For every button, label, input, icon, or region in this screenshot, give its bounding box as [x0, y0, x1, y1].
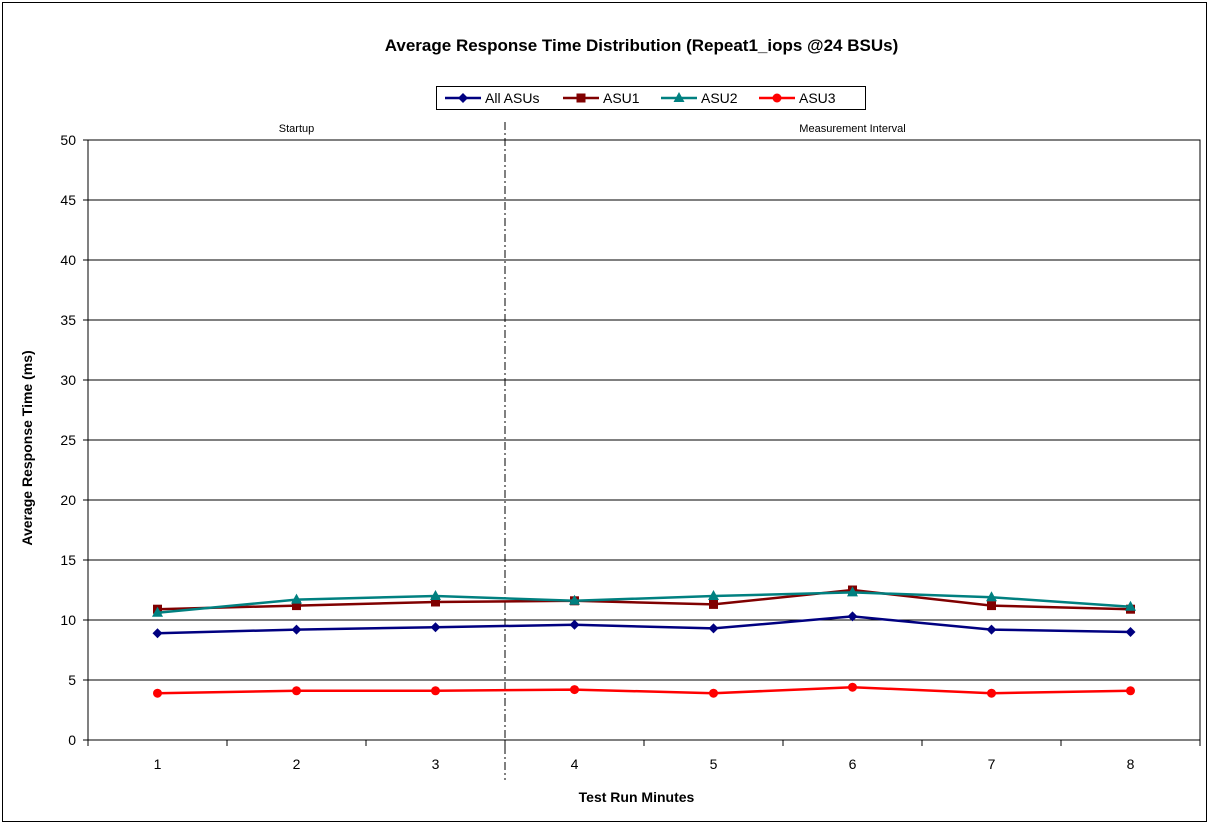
x-tick-label: 5: [710, 756, 718, 772]
legend-label-asu3: ASU3: [799, 90, 836, 106]
startup-label: Startup: [279, 123, 314, 135]
y-tick-label: 35: [60, 312, 76, 328]
x-tick-label: 8: [1127, 756, 1135, 772]
y-tick-label: 45: [60, 192, 76, 208]
data-point-asu2: [986, 591, 997, 602]
data-point-asu1: [709, 599, 718, 609]
series-line-asu1: [157, 588, 1131, 611]
data-point-all-asus: [569, 619, 580, 630]
y-tick-label: 30: [60, 372, 76, 388]
data-point-asu3: [292, 686, 301, 696]
data-point-asu3: [570, 685, 579, 695]
data-point-all-asus: [430, 622, 441, 633]
y-tick-label: 50: [60, 132, 76, 148]
data-point-asu1: [431, 597, 440, 607]
data-point-all-asus: [1125, 627, 1136, 637]
x-tick-label: 2: [293, 756, 301, 772]
series-line-all-asus: [157, 615, 1131, 635]
legend-swatch-all-asus: [445, 93, 481, 103]
series-line-asu2: [157, 591, 1131, 615]
data-point-asu2: [291, 593, 302, 604]
data-point-all-asus: [986, 624, 997, 635]
y-tick-label: 25: [60, 432, 76, 448]
data-point-asu3: [1126, 686, 1135, 696]
legend-swatch-asu3: [759, 93, 795, 103]
x-tick-label: 1: [154, 756, 162, 772]
legend-swatch-asu1: [563, 93, 599, 103]
x-tick-label: 3: [432, 756, 440, 772]
x-tick-label: 6: [849, 756, 857, 772]
data-point-asu3: [431, 686, 440, 696]
y-tick-label: 15: [60, 552, 76, 568]
data-point-asu3: [987, 688, 996, 698]
data-point-all-asus: [847, 611, 858, 622]
chart-title: Average Response Time Distribution (Repe…: [384, 36, 899, 55]
data-point-asu2: [847, 586, 858, 597]
legend-label-asu1: ASU1: [603, 90, 640, 106]
y-axis-label: Average Response Time (ms): [19, 350, 35, 546]
y-tick-label: 5: [68, 672, 76, 688]
legend-label-all-asus: All ASUs: [485, 90, 540, 106]
legend-label-asu2: ASU2: [701, 90, 738, 106]
data-point-asu2: [430, 590, 441, 600]
data-point-asu1: [987, 601, 996, 611]
data-point-asu2: [569, 594, 580, 605]
x-axis-label: Test Run Minutes: [578, 789, 695, 805]
y-tick-label: 40: [60, 252, 76, 268]
data-point-all-asus: [291, 624, 302, 635]
x-tick-label: 7: [988, 756, 996, 772]
data-point-asu2: [708, 590, 719, 600]
y-tick-label: 0: [68, 732, 76, 748]
data-point-asu3: [153, 688, 162, 698]
data-point-asu1: [292, 601, 301, 611]
legend-swatch-asu2: [661, 92, 697, 102]
measurement-interval-label: Measurement Interval: [799, 123, 905, 135]
data-point-asu3: [848, 682, 857, 692]
data-point-all-asus: [152, 628, 163, 639]
data-point-asu2: [152, 606, 163, 617]
data-point-asu2: [1125, 600, 1136, 611]
data-point-asu3: [709, 688, 718, 698]
chart-legend: All ASUs ASU1 ASU2 ASU3: [436, 86, 866, 110]
y-tick-label: 10: [60, 612, 76, 628]
series-line-asu3: [157, 685, 1131, 695]
x-tick-label: 4: [571, 756, 579, 772]
data-point-all-asus: [708, 623, 719, 634]
y-tick-label: 20: [60, 492, 76, 508]
